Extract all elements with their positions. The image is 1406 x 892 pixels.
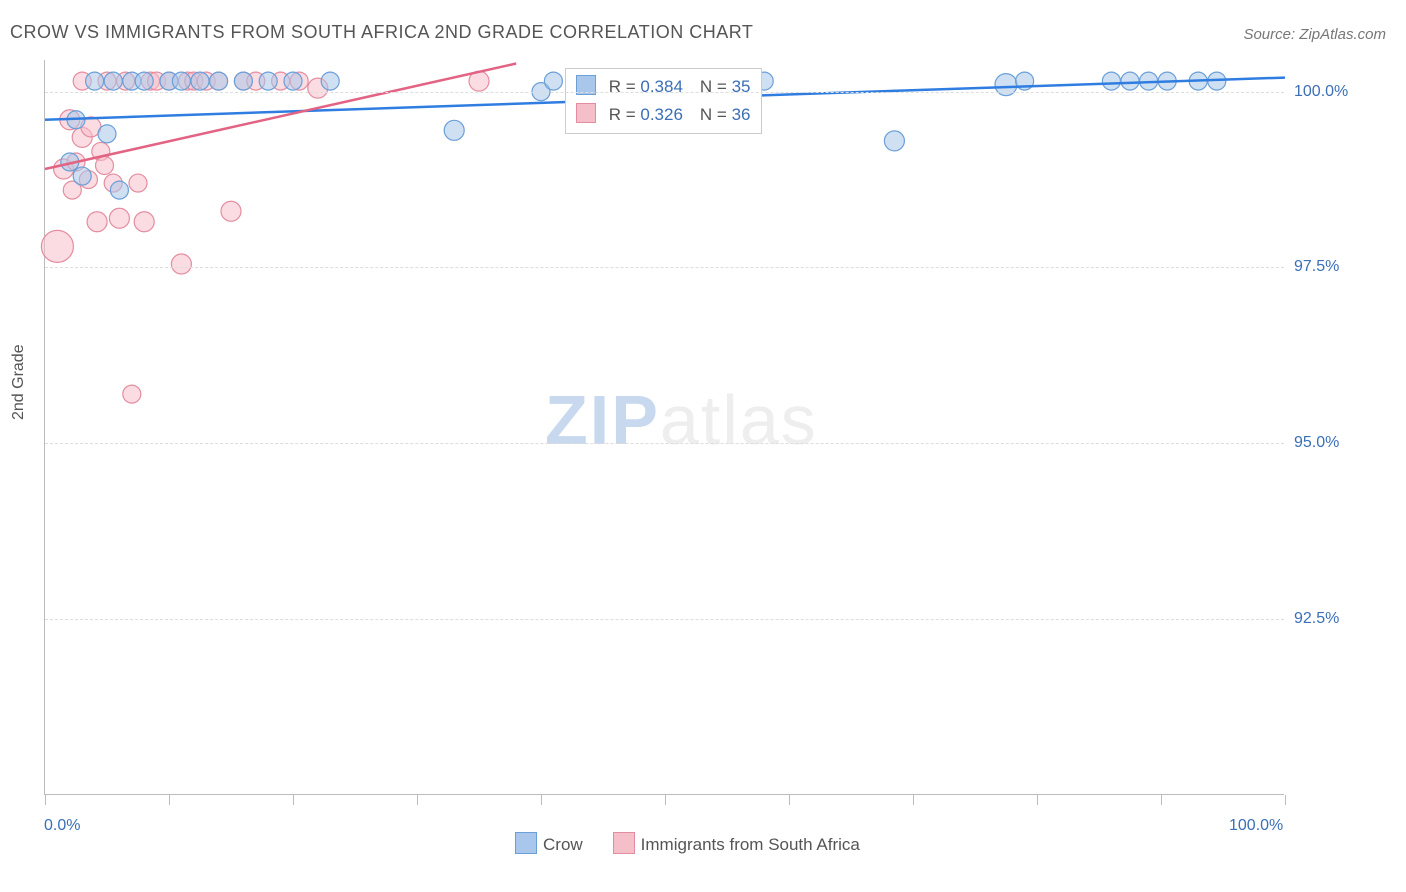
data-point [96,157,114,175]
legend-n-value: 36 [732,105,751,124]
x-tick-mark [665,795,666,805]
series-legend: Crow Immigrants from South Africa [515,832,890,855]
data-point [123,385,141,403]
x-tick-mark [45,795,46,805]
y-tick-label: 97.5% [1294,258,1339,276]
data-point [171,254,191,274]
x-tick-mark [417,795,418,805]
legend-row: R = 0.384 N = 35 [576,73,751,101]
x-tick-label: 100.0% [1229,817,1283,835]
x-tick-mark [789,795,790,805]
x-tick-mark [293,795,294,805]
legend-swatch [515,832,537,854]
legend-series-label: Immigrants from South Africa [641,835,860,854]
data-point [191,72,209,90]
x-tick-mark [169,795,170,805]
data-point [444,120,464,140]
data-point [73,167,91,185]
data-point [210,72,228,90]
correlation-legend: R = 0.384 N = 35 R = 0.326 N = 36 [565,68,762,134]
data-point [234,72,252,90]
data-point [221,201,241,221]
legend-r-value: 0.326 [640,105,683,124]
gridline-h [45,92,1284,93]
chart-container: CROW VS IMMIGRANTS FROM SOUTH AFRICA 2ND… [0,0,1406,892]
legend-swatch [576,103,596,123]
data-point [41,230,73,262]
x-tick-mark [541,795,542,805]
legend-swatch [613,832,635,854]
data-point [86,72,104,90]
data-point [259,72,277,90]
data-point [884,131,904,151]
y-tick-label: 95.0% [1294,434,1339,452]
data-point [1102,72,1120,90]
legend-r-value: 0.384 [640,77,683,96]
data-point [1121,72,1139,90]
y-tick-label: 100.0% [1294,83,1348,101]
plot-area: ZIPatlas R = 0.384 N = 35 R = 0.326 N = … [44,60,1284,795]
y-axis-label: 2nd Grade [10,344,28,420]
gridline-h [45,443,1284,444]
x-tick-mark [913,795,914,805]
data-point [87,212,107,232]
x-tick-mark [1161,795,1162,805]
legend-n-value: 35 [732,77,751,96]
chart-title: CROW VS IMMIGRANTS FROM SOUTH AFRICA 2ND… [10,22,753,43]
svg-layer [45,60,1284,794]
data-point [544,72,562,90]
data-point [284,72,302,90]
gridline-h [45,619,1284,620]
legend-series-label: Crow [543,835,583,854]
data-point [104,72,122,90]
data-point [321,72,339,90]
data-point [135,72,153,90]
gridline-h [45,267,1284,268]
y-tick-label: 92.5% [1294,610,1339,628]
data-point [134,212,154,232]
data-point [98,125,116,143]
data-point [129,174,147,192]
source-attribution: Source: ZipAtlas.com [1243,26,1386,43]
data-point [110,181,128,199]
legend-row: R = 0.326 N = 36 [576,101,751,129]
x-tick-mark [1037,795,1038,805]
data-point [109,208,129,228]
x-tick-label: 0.0% [44,817,80,835]
x-tick-mark [1285,795,1286,805]
data-point [172,72,190,90]
